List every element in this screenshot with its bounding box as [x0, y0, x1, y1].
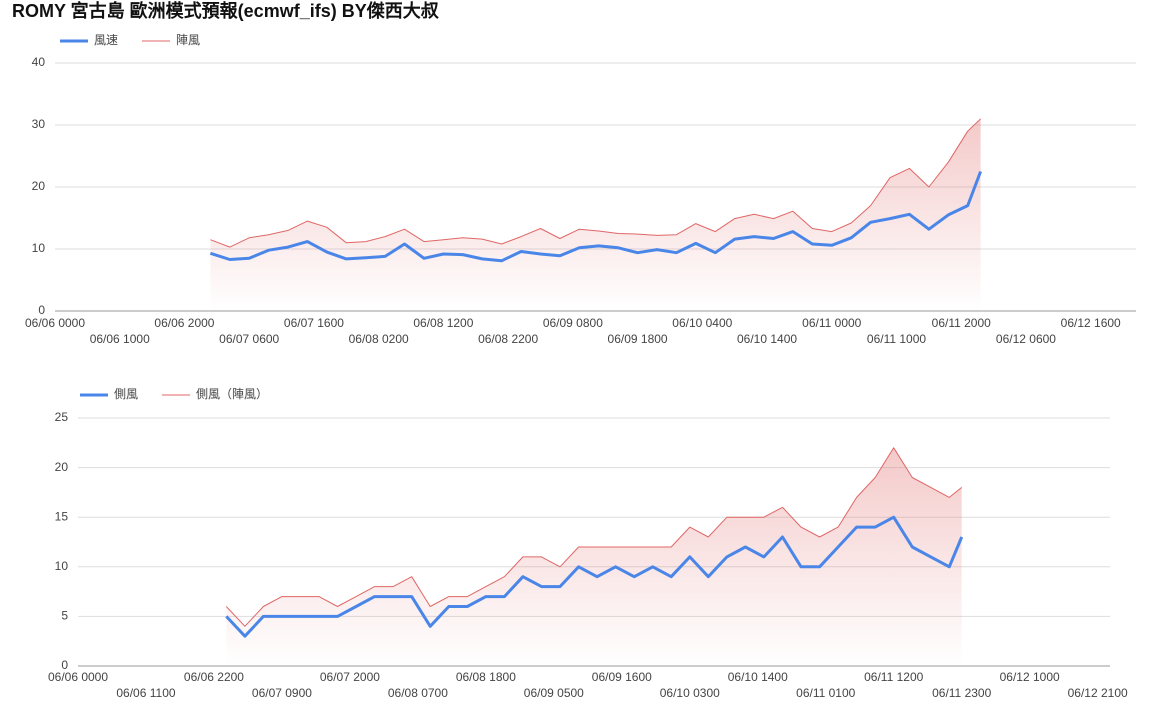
- y-tick-label: 10: [32, 241, 46, 255]
- x-tick-label: 06/06 0000: [25, 316, 85, 330]
- x-tick-label: 06/06 1000: [90, 332, 150, 346]
- x-tick-label: 06/07 2000: [320, 670, 380, 684]
- y-tick-label: 10: [55, 559, 69, 573]
- y-tick-label: 40: [32, 55, 46, 69]
- x-tick-label: 06/07 0600: [219, 332, 279, 346]
- x-tick-label: 06/11 1200: [864, 670, 923, 684]
- y-tick-label: 0: [61, 658, 68, 672]
- legend-label: 側風（陣風）: [196, 387, 268, 401]
- x-tick-label: 06/12 1000: [1000, 670, 1060, 684]
- x-tick-label: 06/08 1200: [413, 316, 473, 330]
- x-tick-label: 06/10 0300: [660, 686, 720, 700]
- series-line: [209, 170, 983, 263]
- x-tick-label: 06/09 1800: [608, 332, 668, 346]
- x-tick-label: 06/06 2200: [184, 670, 244, 684]
- x-tick-label: 06/11 0100: [796, 686, 855, 700]
- area: [226, 447, 962, 666]
- x-tick-label: 06/06 1100: [116, 686, 175, 700]
- area: [210, 118, 981, 311]
- x-tick-label: 06/06 2000: [154, 316, 214, 330]
- x-tick-label: 06/07 0900: [252, 686, 312, 700]
- x-tick-label: 06/11 2000: [932, 316, 991, 330]
- x-tick-label: 06/10 1400: [737, 332, 797, 346]
- x-tick-label: 06/11 2300: [932, 686, 991, 700]
- y-tick-label: 15: [55, 509, 69, 523]
- x-tick-label: 06/08 0700: [388, 686, 448, 700]
- x-tick-label: 06/07 1600: [284, 316, 344, 330]
- x-tick-label: 06/08 2200: [478, 332, 538, 346]
- y-tick-label: 0: [38, 303, 45, 317]
- y-tick-label: 25: [55, 410, 69, 424]
- x-tick-label: 06/10 1400: [728, 670, 788, 684]
- y-tick-label: 5: [61, 609, 68, 623]
- page-title: ROMY 宮古島 歐洲模式預報(ecmwf_ifs) BY傑西大叔: [12, 0, 440, 21]
- x-tick-label: 06/10 0400: [672, 316, 732, 330]
- x-tick-label: 06/11 0000: [802, 316, 861, 330]
- series-line: [210, 118, 981, 248]
- x-tick-label: 06/12 2100: [1068, 686, 1128, 700]
- x-tick-label: 06/09 1600: [592, 670, 652, 684]
- x-tick-label: 06/12 1600: [1061, 316, 1121, 330]
- x-tick-label: 06/08 1800: [456, 670, 516, 684]
- series-line: [225, 515, 964, 638]
- legend-label: 風速: [94, 33, 118, 47]
- x-tick-label: 06/11 1000: [867, 332, 926, 346]
- x-tick-label: 06/09 0800: [543, 316, 603, 330]
- legend-label: 側風: [114, 387, 138, 401]
- y-tick-label: 20: [32, 179, 46, 193]
- x-tick-label: 06/08 0200: [349, 332, 409, 346]
- x-tick-label: 06/06 0000: [48, 670, 108, 684]
- y-tick-label: 20: [55, 460, 69, 474]
- legend-label: 陣風: [176, 33, 200, 47]
- y-tick-label: 30: [32, 117, 46, 131]
- series-line: [225, 447, 963, 627]
- x-tick-label: 06/12 0600: [996, 332, 1056, 346]
- x-tick-label: 06/09 0500: [524, 686, 584, 700]
